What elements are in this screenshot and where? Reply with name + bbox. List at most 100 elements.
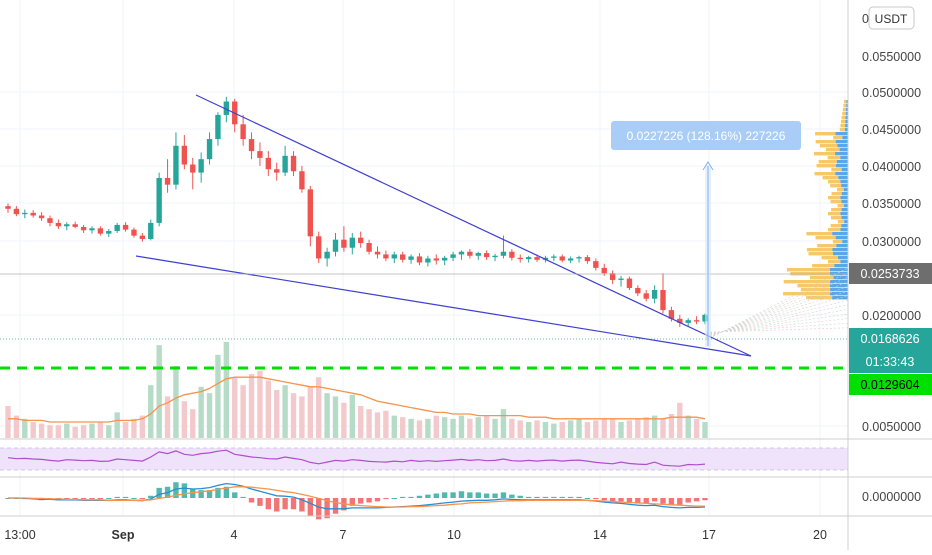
vp-bar (830, 268, 848, 272)
fan-line (705, 286, 849, 338)
vp-bar (835, 172, 848, 176)
candle (22, 209, 28, 219)
candle (408, 254, 414, 264)
candle (106, 228, 112, 237)
macd-hist-bar (542, 496, 549, 498)
candle-body (425, 258, 431, 263)
candle-body (106, 230, 112, 234)
vp-bar (840, 212, 848, 216)
vp-bar (830, 200, 842, 204)
candle-body (131, 229, 137, 236)
candle (164, 159, 171, 193)
candle-body (181, 145, 188, 165)
volume-bar (358, 406, 364, 438)
time-axis[interactable]: 13:00 Sep 4 7 10 14 17 20 (4, 528, 827, 542)
volume-bar (441, 417, 448, 438)
macd-hist-bar (114, 496, 120, 498)
candle-body (22, 212, 28, 215)
vp-bar (818, 160, 837, 164)
vp-bar (837, 204, 845, 208)
macd-hist-bar (139, 498, 146, 500)
macd-hist-bar (240, 496, 246, 498)
macd-hist-bar (232, 492, 238, 498)
vp-bar (783, 280, 830, 284)
candle-body (609, 273, 616, 280)
candle-body (643, 293, 649, 299)
candle-body (164, 177, 171, 185)
candle-body (30, 212, 36, 216)
vp-bar (843, 104, 847, 108)
price-label-last-price: 0.0168626 01:33:43 (849, 328, 932, 373)
candle (55, 219, 62, 229)
vp-bar (819, 144, 838, 148)
volume-bar (5, 406, 11, 438)
vp-bar (842, 108, 847, 112)
price-axis[interactable]: 0.0500000 0.0450000 0.0400000 0.0350000 0.03… (862, 12, 921, 434)
macd-hist-bar (106, 498, 112, 499)
candle-body (307, 189, 314, 237)
volume-bars (5, 342, 708, 438)
measure-arrowhead (702, 161, 714, 171)
volume-bar (685, 415, 691, 438)
high-volume-label-box (849, 263, 932, 284)
macd-hist-bar (584, 498, 591, 499)
volume-bar (366, 409, 372, 438)
macd-hist-bar (441, 492, 448, 498)
volume-bar (450, 418, 456, 438)
macd-hist-bar (248, 498, 255, 503)
candle-body (290, 155, 297, 172)
candle-body (173, 145, 179, 185)
currency-badge-box[interactable] (868, 6, 915, 30)
vp-bar (840, 196, 848, 200)
vp-bar (834, 264, 848, 268)
x-tick-label: Sep (112, 528, 135, 542)
volume-bar (265, 380, 272, 438)
macd-hist-bar (500, 492, 507, 498)
candle-body (458, 251, 465, 255)
candle-body (332, 239, 339, 252)
candle (47, 215, 53, 227)
vp-bar (840, 180, 848, 184)
macd-hist-bar (316, 498, 322, 520)
vp-bar (822, 176, 839, 180)
macd-hist-bar (408, 496, 414, 498)
vp-bar (837, 188, 844, 192)
fan-line (705, 290, 849, 338)
fan-line (705, 281, 849, 339)
volume-bar (492, 418, 498, 438)
volume-bar (668, 414, 675, 438)
wedge-lower-trendline[interactable] (135, 255, 752, 357)
candle (450, 251, 456, 262)
candle-body (274, 169, 280, 173)
macd-hist-bar (668, 498, 675, 505)
candle-body (299, 171, 305, 190)
measure-label-box[interactable] (611, 121, 801, 150)
volume-bar (391, 415, 397, 438)
wedge-upper-trendline[interactable] (195, 94, 752, 357)
candle (391, 251, 397, 264)
candle (433, 254, 439, 265)
candle (5, 203, 11, 213)
candle (97, 226, 104, 236)
volume-bar (626, 420, 633, 438)
macd-hist-bar (399, 496, 406, 498)
macd-hist-bar (534, 496, 540, 498)
rsi-band (0, 448, 848, 470)
macd-hist-bar (257, 498, 263, 506)
macd-hist-bar (156, 487, 162, 498)
volume-bar (693, 418, 700, 438)
volume-bar (257, 370, 263, 438)
volume-bar (651, 415, 658, 438)
candle (198, 152, 204, 183)
macd-hist-bar (349, 498, 355, 506)
vp-bar (806, 296, 833, 300)
candle (483, 250, 490, 260)
candle (80, 224, 87, 233)
x-tick-label: 13:00 (4, 528, 35, 542)
candle (509, 249, 515, 261)
candle (467, 249, 473, 259)
candle-body (97, 228, 104, 234)
macd-hist-bar (416, 495, 423, 498)
